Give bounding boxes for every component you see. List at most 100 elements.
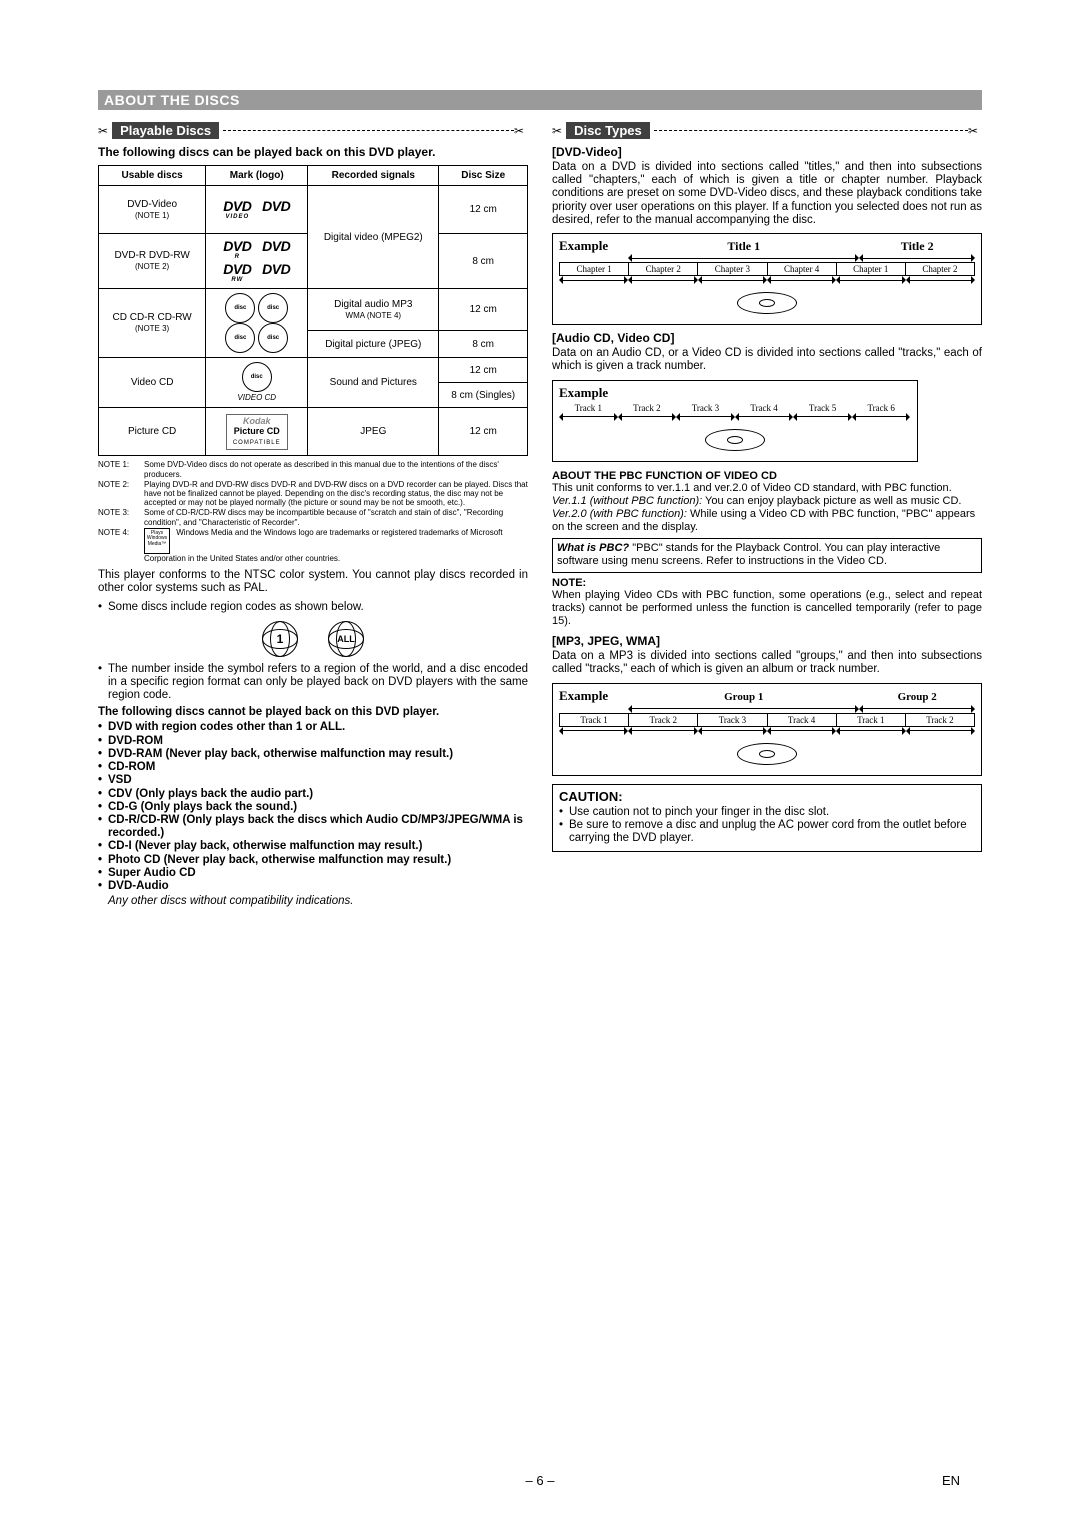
dvd-logo-icon: DVD bbox=[258, 261, 294, 283]
tracks-row: Track 1 Track 2 Track 3 Track 4 Track 1 … bbox=[559, 713, 975, 727]
mark-cell: disc disc disc disc bbox=[206, 289, 308, 358]
track-cell: Track 3 bbox=[676, 403, 735, 413]
th-signals: Recorded signals bbox=[308, 166, 439, 186]
cd-logo-icon: disc bbox=[225, 323, 255, 353]
region-text-list: The number inside the symbol refers to a… bbox=[98, 663, 528, 703]
chapters-row: Chapter 1 Chapter 2 Chapter 3 Chapter 4 … bbox=[559, 262, 975, 276]
disc-cell: DVD-R DVD-RW (NOTE 2) bbox=[99, 234, 206, 289]
region-globes: 1 ALL bbox=[98, 621, 528, 657]
note-text: Some of CD-R/CD-RW discs may be incompar… bbox=[144, 508, 528, 526]
section-banner: ABOUT THE DISCS bbox=[98, 90, 982, 110]
track-cell: Track 6 bbox=[852, 403, 911, 413]
list-item: DVD-ROM bbox=[98, 735, 528, 748]
mp3-text: Data on a MP3 is divided into sections c… bbox=[552, 650, 982, 676]
th-size: Disc Size bbox=[439, 166, 528, 186]
caution-list: Use caution not to pinch your finger in … bbox=[559, 806, 975, 846]
dashed-rule bbox=[223, 130, 514, 131]
disc-name: CD CD-R CD-RW bbox=[113, 312, 192, 323]
list-item: CDV (Only plays back the audio part.) bbox=[98, 788, 528, 801]
chapter-cell: Chapter 4 bbox=[768, 262, 837, 276]
note-text: Playing DVD-R and DVD-RW discs DVD-R and… bbox=[144, 480, 528, 508]
signal-note: WMA (NOTE 4) bbox=[346, 311, 402, 320]
size-cell: 12 cm bbox=[439, 358, 528, 383]
disc-icon bbox=[737, 743, 797, 765]
intro-text: The following discs can be played back o… bbox=[98, 145, 528, 159]
pbc-text1: This unit conforms to ver.1.1 and ver.2.… bbox=[552, 482, 982, 495]
left-column: ✂ Playable Discs ✂ The following discs c… bbox=[98, 118, 528, 907]
dvd-logo-icon: DVDVIDEO bbox=[219, 198, 255, 220]
chapter-cell: Chapter 1 bbox=[837, 262, 906, 276]
title-label: Title 1 bbox=[628, 239, 859, 254]
note-text: PlaysWindowsMedia™ Windows Media and the… bbox=[144, 528, 528, 563]
subhead-label: Disc Types bbox=[566, 122, 650, 139]
page-footer: – 6 – EN bbox=[0, 1473, 1080, 1488]
pbc-box: What is PBC? "PBC" stands for the Playba… bbox=[552, 538, 982, 572]
table-header-row: Usable discs Mark (logo) Recorded signal… bbox=[99, 166, 528, 186]
mark-cell: DVDVIDEO DVD bbox=[206, 186, 308, 234]
table-row: CD CD-R CD-RW (NOTE 3) disc disc disc di… bbox=[99, 289, 528, 331]
note-text-inner: Windows Media and the Windows logo are t… bbox=[144, 528, 503, 563]
note-text: Some DVD-Video discs do not operate as d… bbox=[144, 460, 528, 478]
group-label: Group 1 bbox=[628, 691, 859, 703]
size-cell: 12 cm bbox=[439, 289, 528, 331]
track-cell: Track 4 bbox=[768, 713, 837, 727]
note-label: NOTE 4: bbox=[98, 528, 144, 563]
disc-cell: Video CD bbox=[99, 358, 206, 408]
size-cell: 8 cm bbox=[439, 234, 528, 289]
lang-code: EN bbox=[942, 1473, 960, 1488]
track-cell: Track 2 bbox=[618, 403, 677, 413]
pbc-v11: Ver.1.1 (without PBC function): You can … bbox=[552, 495, 982, 508]
caution-head: CAUTION: bbox=[559, 789, 975, 804]
signal-cell: Digital video (MPEG2) bbox=[308, 186, 439, 289]
vcd-text: VIDEO CD bbox=[237, 393, 276, 402]
list-item: DVD with region codes other than 1 or AL… bbox=[98, 721, 528, 734]
table-row: Video CD disc VIDEO CD Sound and Picture… bbox=[99, 358, 528, 383]
dvd-logo-icon: DVDRW bbox=[219, 261, 255, 283]
windows-logo-icon: PlaysWindowsMedia™ bbox=[144, 528, 170, 554]
cannot-play-list: DVD with region codes other than 1 or AL… bbox=[98, 721, 528, 893]
caution-box: CAUTION: Use caution not to pinch your f… bbox=[552, 784, 982, 853]
list-item: Photo CD (Never play back, otherwise mal… bbox=[98, 854, 528, 867]
table-row: DVD-Video (NOTE 1) DVDVIDEO DVD Digital … bbox=[99, 186, 528, 234]
disc-note: (NOTE 2) bbox=[135, 262, 169, 271]
list-item: DVD-RAM (Never play back, otherwise malf… bbox=[98, 748, 528, 761]
region-intro-list: Some discs include region codes as shown… bbox=[98, 601, 528, 614]
disc-note: (NOTE 1) bbox=[135, 211, 169, 220]
list-item: Super Audio CD bbox=[98, 867, 528, 880]
two-column-layout: ✂ Playable Discs ✂ The following discs c… bbox=[98, 118, 982, 907]
example-label: Example bbox=[559, 688, 608, 704]
disc-types-header: ✂ Disc Types ✂ bbox=[552, 122, 982, 139]
track-cell: Track 1 bbox=[559, 713, 629, 727]
cd-logo-icon: disc bbox=[258, 293, 288, 323]
th-usable: Usable discs bbox=[99, 166, 206, 186]
disc-name: DVD-Video bbox=[127, 199, 177, 210]
globe-num: 1 bbox=[277, 632, 284, 646]
size-cell: 8 cm bbox=[439, 331, 528, 358]
mark-cell: DVDR DVD DVDRW DVD bbox=[206, 234, 308, 289]
disc-cell: CD CD-R CD-RW (NOTE 3) bbox=[99, 289, 206, 358]
pbc-v20: Ver.2.0 (with PBC function): While using… bbox=[552, 508, 982, 534]
globe-icon: 1 bbox=[262, 621, 298, 657]
signal-cell: JPEG bbox=[308, 408, 439, 456]
list-item: CD-G (Only plays back the sound.) bbox=[98, 801, 528, 814]
signal-cell: Sound and Pictures bbox=[308, 358, 439, 408]
track-cell: Track 2 bbox=[629, 713, 698, 727]
chapter-cell: Chapter 3 bbox=[698, 262, 767, 276]
dashed-rule bbox=[654, 130, 968, 131]
note-row: NOTE 1: Some DVD-Video discs do not oper… bbox=[98, 460, 528, 478]
note-row: NOTE 2: Playing DVD-R and DVD-RW discs D… bbox=[98, 480, 528, 508]
example-label: Example bbox=[559, 385, 608, 400]
group-label: Group 2 bbox=[859, 691, 975, 703]
audio-cd-head: [Audio CD, Video CD] bbox=[552, 331, 982, 345]
note-head: NOTE: bbox=[552, 577, 982, 589]
vcd-logo-icon: disc bbox=[242, 362, 272, 392]
pbc-v11-label: Ver.1.1 (without PBC function): bbox=[552, 495, 702, 507]
region-text: The number inside the symbol refers to a… bbox=[98, 663, 528, 703]
dvd-logo-icon: DVD bbox=[258, 238, 294, 260]
scissor-icon: ✂ bbox=[552, 124, 562, 138]
pbc-head: ABOUT THE PBC FUNCTION OF VIDEO CD bbox=[552, 470, 982, 482]
scissor-icon: ✂ bbox=[968, 124, 978, 138]
mp3-head: [MP3, JPEG, WMA] bbox=[552, 634, 982, 648]
signal-cell: Digital audio MP3 WMA (NOTE 4) bbox=[308, 289, 439, 331]
list-item: VSD bbox=[98, 774, 528, 787]
